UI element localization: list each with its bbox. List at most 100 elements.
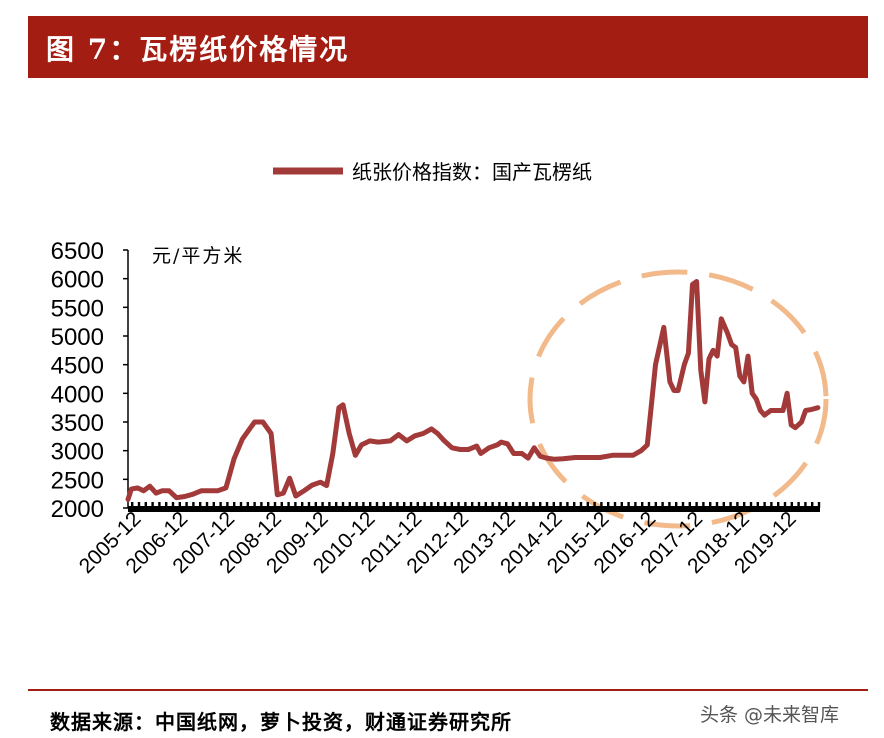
x-minor-tick	[484, 502, 487, 508]
x-minor-tick	[450, 502, 453, 508]
x-minor-tick	[518, 502, 521, 508]
x-minor-tick	[573, 502, 576, 508]
x-minor-tick	[369, 502, 372, 508]
x-minor-tick	[239, 502, 243, 508]
x-axis	[128, 506, 820, 512]
x-minor-tick	[498, 502, 501, 508]
x-minor-tick	[770, 502, 773, 508]
series-line	[125, 279, 821, 502]
x-minor-tick	[165, 502, 168, 508]
x-minor-tick	[539, 502, 542, 508]
x-minor-tick	[348, 502, 351, 508]
x-minor-tick	[185, 502, 188, 508]
x-minor-tick	[491, 502, 494, 508]
x-minor-tick	[233, 502, 236, 508]
chart: 纸张价格指数：国产瓦楞纸 200025003000350040004500500…	[51, 160, 829, 578]
legend-label: 纸张价格指数：国产瓦楞纸	[352, 160, 592, 184]
x-minor-tick	[382, 502, 385, 508]
y-tick-label: 5000	[51, 324, 104, 351]
x-minor-tick	[668, 502, 671, 508]
x-minor-tick	[321, 502, 324, 508]
x-minor-tick	[212, 502, 215, 508]
x-minor-tick	[783, 502, 787, 508]
x-minor-tick	[525, 502, 528, 508]
footer-divider	[28, 689, 868, 691]
y-tick-label: 4500	[51, 353, 104, 380]
x-minor-tick	[715, 502, 719, 508]
x-minor-tick	[627, 502, 630, 508]
x-minor-tick	[613, 502, 617, 508]
y-tick-label: 3000	[51, 439, 104, 466]
x-minor-tick	[790, 502, 793, 508]
x-minor-tick	[294, 502, 297, 508]
x-minor-tick	[600, 502, 603, 508]
x-minor-tick	[273, 502, 277, 508]
x-minor-tick	[158, 502, 161, 508]
x-minor-tick	[144, 502, 147, 508]
x-minor-tick	[151, 502, 154, 508]
x-minor-tick	[505, 502, 508, 508]
x-minor-tick	[695, 502, 698, 508]
highlight-circle	[527, 269, 829, 529]
x-minor-tick	[688, 502, 691, 508]
x-minor-tick	[552, 502, 555, 508]
x-minor-tick	[246, 502, 249, 508]
x-minor-tick	[430, 502, 433, 508]
y-tick-label: 4000	[51, 381, 104, 408]
x-minor-tick	[416, 502, 419, 508]
y-tick-label: 6000	[51, 267, 104, 294]
x-minor-tick	[375, 502, 379, 508]
x-minor-tick	[729, 502, 732, 508]
x-minor-tick	[267, 502, 270, 508]
x-minor-tick	[756, 502, 759, 508]
page-title: 图 7：瓦楞纸价格情况	[46, 33, 350, 66]
x-minor-tick	[328, 502, 331, 508]
x-minor-tick	[131, 502, 134, 508]
x-minor-tick	[675, 502, 678, 508]
x-minor-tick	[681, 502, 685, 508]
x-minor-tick	[586, 502, 589, 508]
x-minor-tick	[593, 502, 596, 508]
x-minor-tick	[443, 502, 447, 508]
x-minor-tick	[409, 502, 413, 508]
x-minor-tick	[702, 502, 705, 508]
y-tick-label: 2000	[51, 496, 104, 523]
x-minor-tick	[709, 502, 712, 508]
x-minor-tick	[743, 502, 746, 508]
x-minor-tick	[205, 502, 209, 508]
x-minor-tick	[654, 502, 657, 508]
watermark: 头条 @未来智库	[700, 704, 840, 726]
x-minor-tick	[362, 502, 365, 508]
y-axis-label: 元/平方米	[152, 245, 244, 267]
x-minor-tick	[532, 502, 535, 508]
x-minor-tick	[178, 502, 181, 508]
x-minor-tick	[607, 502, 610, 508]
x-minor-tick	[722, 502, 725, 508]
x-minor-tick	[811, 502, 814, 508]
x-minor-tick	[335, 502, 338, 508]
y-tick-label: 3500	[51, 410, 104, 437]
x-minor-tick	[423, 502, 426, 508]
x-minor-tick	[171, 502, 175, 508]
x-minor-tick	[389, 502, 392, 508]
x-minor-tick	[647, 502, 651, 508]
x-minor-tick	[511, 502, 515, 508]
x-minor-tick	[355, 502, 358, 508]
x-minor-tick	[437, 502, 440, 508]
x-minor-tick	[260, 502, 263, 508]
x-minor-tick	[192, 502, 195, 508]
source-note: 数据来源：中国纸网，萝卜投资，财通证券研究所	[50, 710, 512, 734]
x-minor-tick	[763, 502, 766, 508]
x-minor-tick	[253, 502, 256, 508]
x-minor-tick	[804, 502, 807, 508]
x-minor-tick	[749, 502, 753, 508]
x-minor-tick	[199, 502, 202, 508]
x-minor-tick	[641, 502, 644, 508]
x-minor-tick	[457, 502, 460, 508]
x-minor-tick	[620, 502, 623, 508]
x-minor-tick	[566, 502, 569, 508]
x-minor-tick	[477, 502, 481, 508]
x-minor-tick	[396, 502, 399, 508]
title-bar: 图 7：瓦楞纸价格情况	[28, 16, 868, 78]
x-minor-tick	[545, 502, 549, 508]
